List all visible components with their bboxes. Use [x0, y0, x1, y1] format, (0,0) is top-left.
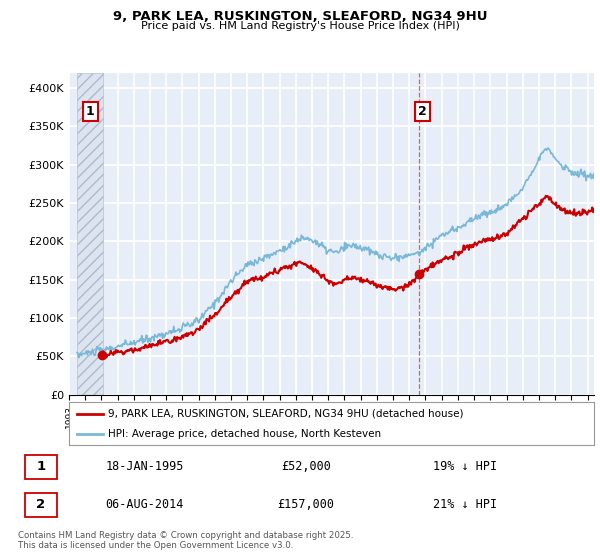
Text: 1: 1 — [36, 460, 46, 473]
Text: 19% ↓ HPI: 19% ↓ HPI — [433, 460, 497, 473]
Text: £157,000: £157,000 — [277, 498, 335, 511]
Text: 2: 2 — [36, 498, 46, 511]
Bar — [77, 73, 103, 395]
Text: 9, PARK LEA, RUSKINGTON, SLEAFORD, NG34 9HU (detached house): 9, PARK LEA, RUSKINGTON, SLEAFORD, NG34 … — [109, 409, 464, 419]
Text: Price paid vs. HM Land Registry's House Price Index (HPI): Price paid vs. HM Land Registry's House … — [140, 21, 460, 31]
Text: 06-AUG-2014: 06-AUG-2014 — [106, 498, 184, 511]
Text: Contains HM Land Registry data © Crown copyright and database right 2025.
This d: Contains HM Land Registry data © Crown c… — [18, 531, 353, 550]
Text: 1: 1 — [86, 105, 94, 118]
FancyBboxPatch shape — [25, 455, 56, 479]
Text: 21% ↓ HPI: 21% ↓ HPI — [433, 498, 497, 511]
FancyBboxPatch shape — [25, 493, 56, 517]
Text: 18-JAN-1995: 18-JAN-1995 — [106, 460, 184, 473]
Text: 9, PARK LEA, RUSKINGTON, SLEAFORD, NG34 9HU: 9, PARK LEA, RUSKINGTON, SLEAFORD, NG34 … — [113, 10, 487, 23]
Text: 2: 2 — [418, 105, 427, 118]
Text: £52,000: £52,000 — [281, 460, 331, 473]
Text: HPI: Average price, detached house, North Kesteven: HPI: Average price, detached house, Nort… — [109, 430, 382, 439]
